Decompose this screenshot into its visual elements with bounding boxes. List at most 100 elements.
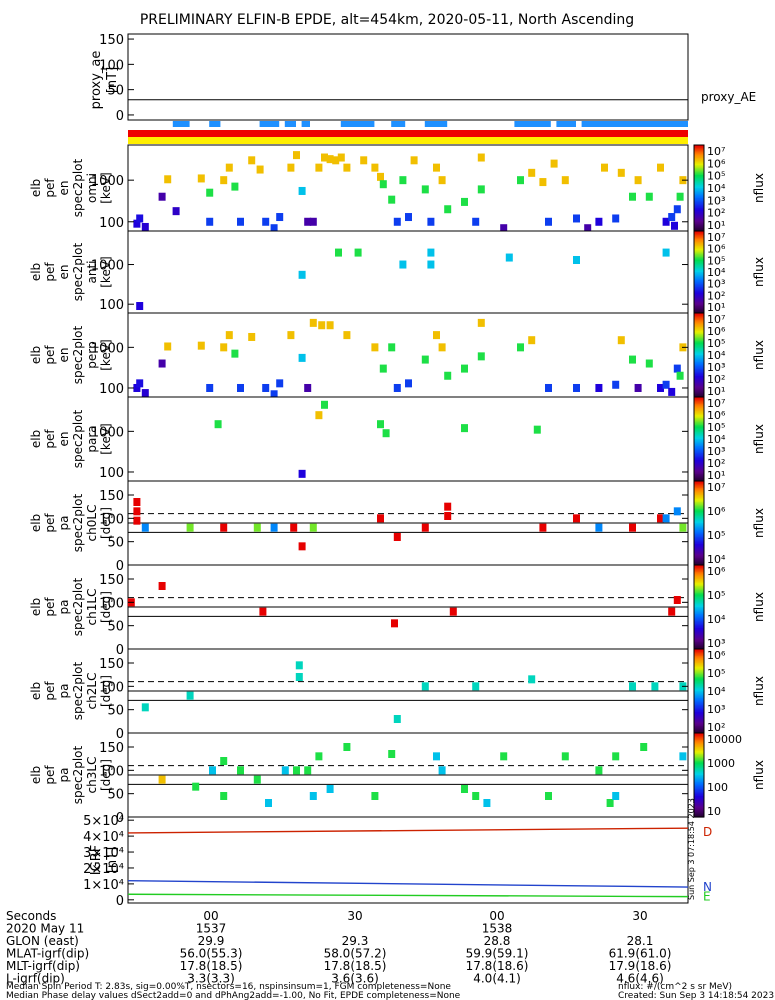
spec-omni-colorbar-tick: 10⁴: [707, 182, 726, 195]
spec-perp-data-cell: [158, 359, 166, 368]
pa-ch1lc-colorbar-cell: [694, 639, 704, 642]
pa-ch0lc-colorbar-cell: [694, 539, 704, 542]
spec-omni-colorbar-cell: [694, 175, 704, 178]
spec-omni-data-cell: [248, 156, 256, 165]
spec-omni-data-cell: [360, 156, 368, 165]
pa-ch3lc-colorbar-cell: [694, 744, 704, 747]
spec-omni-colorbar-cell: [694, 167, 704, 170]
footer-row-label: 2020 May 11: [6, 922, 84, 936]
pa-ch2lc-colorbar-cell: [694, 702, 704, 705]
spec-para-colorbar-cell: [694, 469, 704, 472]
spec-perp-ytick-label: 100: [99, 382, 124, 397]
spec-omni-data-cell: [393, 217, 401, 226]
spec-perp-colorbar-cell: [694, 345, 704, 348]
pa-ch2lc-colorbar-cell: [694, 681, 704, 684]
footer-row-value: 30: [347, 909, 362, 923]
spec-omni-colorbar-tick: 10¹: [707, 219, 725, 232]
spec-omni-data-cell: [601, 163, 608, 172]
spec-omni-colorbar-cell: [694, 150, 704, 153]
pa-ch0lc-data-cell: [679, 523, 687, 532]
spec-perp-colorbar-cell: [694, 369, 704, 371]
pa-ch0lc-colorbar-tick: 10⁷: [707, 481, 725, 494]
spec-para-colorbar-cell: [694, 447, 704, 450]
pa-ch1lc-colorbar-cell: [694, 565, 704, 567]
spec-anti-colorbar-cell: [694, 278, 704, 281]
spec-omni-colorbar-cell: [694, 215, 704, 218]
pa-ch1lc-colorbar-cell: [694, 629, 704, 632]
pa-ch3lc-colorbar-cell: [694, 742, 704, 745]
spec-omni-colorbar-cell: [694, 182, 704, 185]
igrf-ytick-label: 1×10⁴: [83, 878, 124, 893]
spec-omni-data-cell: [237, 217, 244, 226]
spec-perp-data-cell: [393, 383, 401, 392]
spec-omni-ylabel-line: en: [57, 181, 71, 196]
coverage-bar: [581, 121, 688, 127]
pa-ch3lc-colorbar-cell: [694, 772, 704, 775]
spec-anti-ylabel-line: spec2plot: [71, 242, 85, 301]
proxy-ae-panel: 150 100 50 0 proxy_ae [nT] proxy_AE: [89, 33, 756, 144]
footer-row-label: MLAT-igrf(dip): [6, 947, 89, 961]
spec-perp-data-cell: [343, 331, 351, 340]
pa-ch1lc-colorbar-cell: [694, 587, 704, 590]
pa-ch0lc-colorbar-cell: [694, 504, 704, 507]
spec-para-colorbar-cell: [694, 419, 704, 422]
pa-ch0lc-ylabel-line: pef: [43, 513, 57, 533]
pa-ch3lc-ylabel-line: spec2plot: [71, 745, 85, 804]
spec-anti-colorbar-cell: [694, 281, 704, 284]
footer-row-label: GLON (east): [6, 934, 79, 948]
footer-note-spin: Median Spin Period T: 2.83s, sig=0.00%T,…: [6, 982, 451, 992]
igrf-ytick-label: 5×10⁴: [83, 814, 124, 829]
spec-omni-data-cell: [668, 213, 676, 222]
spec-anti-colorbar-cell: [694, 304, 704, 307]
pa-ch2lc-ytick-label: 0: [116, 727, 124, 742]
spec-para-colorbar-cell: [694, 446, 704, 448]
spec-omni-data-cell: [256, 165, 264, 174]
footer-row-value: 28.8: [484, 934, 511, 948]
pa-ch2lc-ytick-label: 150: [99, 657, 124, 672]
spec-perp-colorbar-cell: [694, 328, 704, 331]
pa-ch2lc-ylabel-line: spec2plot: [71, 661, 85, 720]
spec-para-colorbar-cell: [694, 401, 704, 404]
spec-anti-colorbar-cell: [694, 256, 704, 259]
spec-omni-colorbar-tick: 10²: [707, 207, 725, 220]
pa-ch3lc-data-cell: [561, 752, 569, 761]
pa-ch1lc-colorbar-cell: [694, 626, 704, 629]
footer: Seconds 00 30 00 30 2020 May 11 1537 1538 GLON (…: [6, 909, 774, 1000]
igrf-ytick-label: 3×10⁴: [83, 846, 124, 861]
spec-perp-colorbar-cell: [694, 352, 704, 355]
spec-perp-data-cell: [433, 331, 440, 340]
spec-anti-colorbar-cell: [694, 296, 704, 299]
pa-ch0lc-data-cell: [444, 512, 452, 520]
pa-ch2lc-colorbar-tick: 10⁵: [707, 667, 725, 680]
footer-row-value: 00: [489, 909, 504, 923]
pa-ch3lc-colorbar-cell: [694, 735, 704, 738]
pa-ch1lc-colorbar-cell: [694, 608, 704, 611]
spec-perp-colorbar-tick: 10²: [707, 373, 725, 386]
pa-ch0lc-data-cell: [290, 523, 298, 532]
spec-para-data-cell: [382, 429, 390, 438]
spec-anti-data-cell: [505, 253, 513, 262]
spec-perp-data-cell: [657, 383, 664, 392]
spec-para-data-cell: [377, 420, 384, 429]
pa-ch0lc-colorbar-cell: [694, 482, 704, 485]
spec-perp-data-cell: [276, 379, 284, 388]
proxy-ae-ytick-label: 0: [116, 109, 124, 124]
pa-ch0lc-colorbar-cell: [694, 537, 704, 539]
pa-ch3lc-colorbar-cell: [694, 793, 704, 796]
spec-perp-colorbar-cell: [694, 366, 704, 369]
spec-perp-data-cell: [287, 331, 295, 340]
spec-omni-colorbar-cell: [694, 156, 704, 159]
spec-anti-data-cell: [427, 260, 435, 269]
pa-ch3lc-colorbar-tick: 10: [707, 805, 721, 818]
pa-ch0lc-data-cell: [133, 498, 141, 506]
pa-ch3lc-data-cell: [388, 750, 396, 758]
igrf-ytick-label: 4×10⁴: [83, 830, 124, 845]
spec-perp-data-cell: [136, 379, 144, 388]
spec-perp-data-cell: [304, 383, 312, 392]
spec-perp-colorbar-cell: [694, 381, 704, 384]
spec-omni-data-cell: [371, 163, 379, 172]
flag-bar-yellow: [128, 137, 688, 144]
pa-ch3lc-colorbar-cell: [694, 797, 704, 800]
pa-ch0lc-data-cell: [444, 502, 452, 511]
spec-perp-colorbar-cell: [694, 315, 704, 318]
